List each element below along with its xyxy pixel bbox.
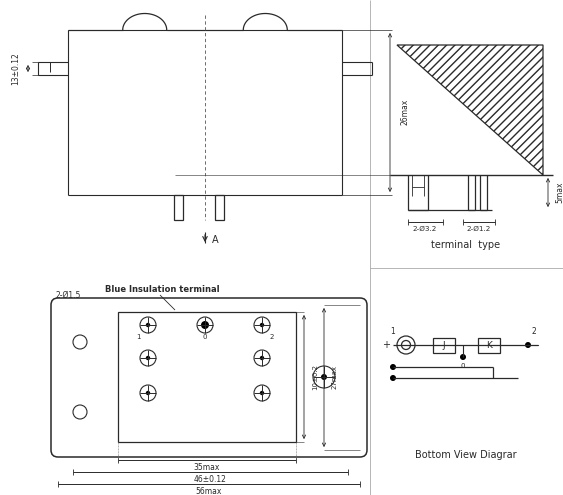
Text: A: A xyxy=(212,235,218,245)
Text: +: + xyxy=(382,340,390,350)
Text: -: - xyxy=(536,340,539,350)
Circle shape xyxy=(146,323,150,327)
Bar xyxy=(478,338,500,353)
Text: 0: 0 xyxy=(203,334,207,340)
Text: 26max: 26max xyxy=(400,99,409,125)
Text: 0: 0 xyxy=(461,363,465,369)
Bar xyxy=(118,312,296,442)
Text: 2: 2 xyxy=(532,327,537,336)
Text: 13±0.12: 13±0.12 xyxy=(11,52,20,85)
Text: terminal  type: terminal type xyxy=(431,240,501,250)
Circle shape xyxy=(525,342,531,348)
Text: 2: 2 xyxy=(270,334,274,340)
Text: 2-Ø3.2: 2-Ø3.2 xyxy=(413,226,437,232)
Text: 2-Ø1.5: 2-Ø1.5 xyxy=(56,291,82,299)
Circle shape xyxy=(201,321,209,329)
Bar xyxy=(215,195,224,220)
Circle shape xyxy=(390,364,396,370)
Text: 1: 1 xyxy=(391,327,395,336)
Text: 1: 1 xyxy=(136,334,140,340)
Text: 10±0.2: 10±0.2 xyxy=(312,364,318,390)
Text: J: J xyxy=(443,341,445,349)
Text: Blue Insulation terminal: Blue Insulation terminal xyxy=(105,286,220,295)
Circle shape xyxy=(260,356,264,360)
Circle shape xyxy=(321,374,327,380)
Circle shape xyxy=(260,391,264,395)
Text: 46±0.12: 46±0.12 xyxy=(194,475,226,484)
Circle shape xyxy=(460,354,466,360)
Circle shape xyxy=(203,323,207,327)
Circle shape xyxy=(390,375,396,381)
Circle shape xyxy=(146,356,150,360)
Text: 56max: 56max xyxy=(196,487,222,495)
Text: 2-Ø1.2: 2-Ø1.2 xyxy=(467,226,491,232)
Text: Bottom View Diagrar: Bottom View Diagrar xyxy=(415,450,517,460)
Text: 27max: 27max xyxy=(332,365,338,389)
Bar xyxy=(433,338,455,353)
Text: 35max: 35max xyxy=(194,462,220,472)
Text: K: K xyxy=(486,341,492,349)
Circle shape xyxy=(146,391,150,395)
Bar xyxy=(173,195,182,220)
Circle shape xyxy=(260,323,264,327)
Text: 5max: 5max xyxy=(555,181,563,203)
